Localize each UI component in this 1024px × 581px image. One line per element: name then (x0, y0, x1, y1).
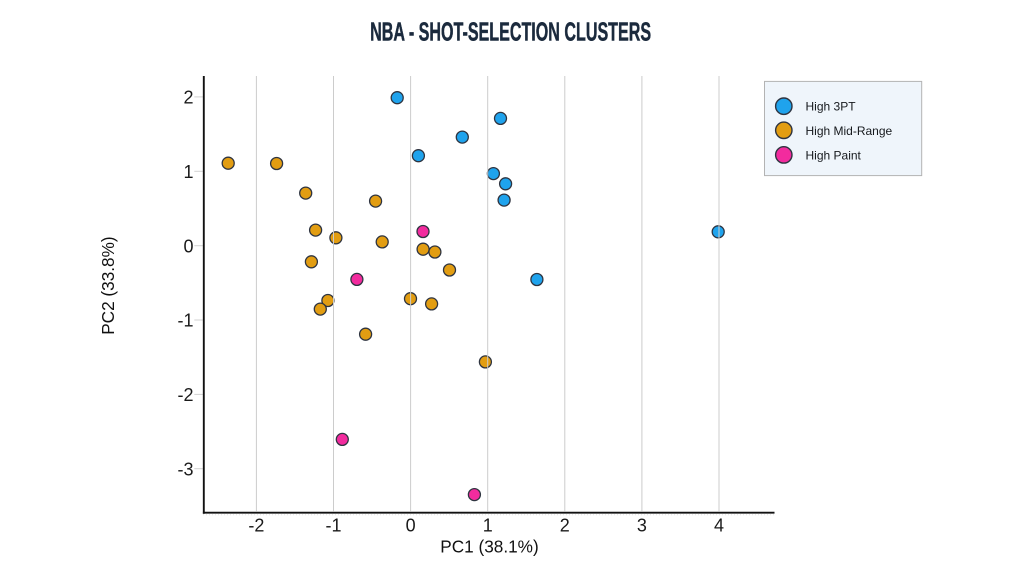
svg-text:1: 1 (183, 162, 193, 182)
svg-text:PC2 (33.8%): PC2 (33.8%) (98, 236, 118, 334)
svg-text:-3: -3 (177, 459, 193, 479)
svg-text:High Paint: High Paint (806, 149, 862, 163)
svg-text:4: 4 (714, 516, 724, 536)
svg-text:-1: -1 (325, 516, 341, 536)
svg-text:1: 1 (483, 516, 493, 536)
svg-text:3: 3 (637, 516, 647, 536)
svg-text:High Mid-Range: High Mid-Range (806, 124, 893, 138)
svg-text:-1: -1 (177, 311, 193, 331)
svg-text:PC1 (38.1%): PC1 (38.1%) (440, 537, 538, 557)
svg-text:-2: -2 (177, 385, 193, 405)
svg-text:High 3PT: High 3PT (806, 100, 857, 114)
svg-text:0: 0 (183, 236, 193, 256)
svg-text:-2: -2 (248, 516, 264, 536)
svg-text:2: 2 (183, 88, 193, 108)
svg-text:2: 2 (560, 516, 570, 536)
svg-text:0: 0 (406, 516, 416, 536)
svg-text:NBA - SHOT-SELECTION CLUSTERS: NBA - SHOT-SELECTION CLUSTERS (370, 16, 651, 46)
